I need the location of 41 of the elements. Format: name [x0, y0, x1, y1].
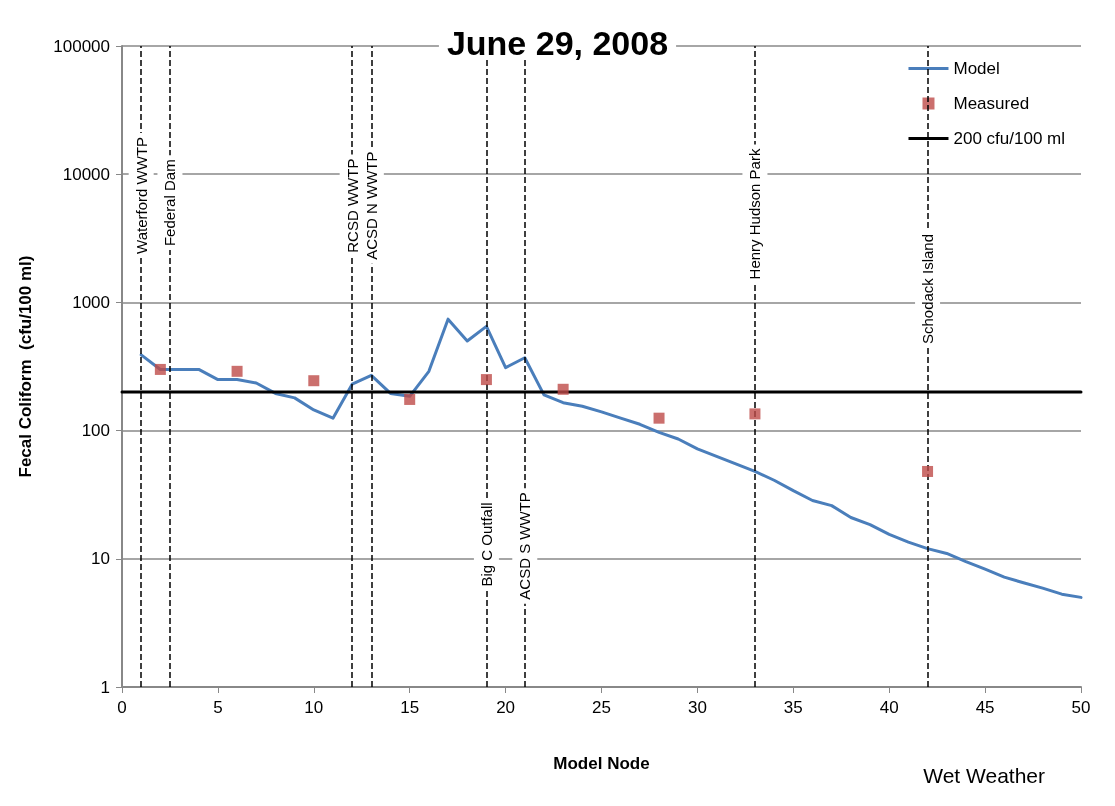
x-tick-label: 35: [783, 698, 803, 717]
x-tick-label: 15: [400, 698, 420, 717]
y-axis-title: Fecal Coliform (cfu/100 ml): [16, 255, 35, 478]
y-tick-label: 100000: [53, 36, 110, 56]
point: [749, 408, 761, 420]
legend-label: Measured: [953, 94, 1030, 113]
point: [922, 465, 934, 477]
x-tick-label: 0: [117, 698, 127, 717]
ref-line-label: RCSD WWTP: [343, 158, 361, 253]
legend-label: 200 cfu/100 ml: [953, 129, 1065, 148]
ref-line-label: Waterford WWTP: [132, 136, 150, 254]
ref-line-label: ACSD N WWTP: [362, 151, 380, 260]
chart-title: June 29, 2008: [446, 24, 669, 62]
point: [480, 374, 492, 386]
x-tick-label: 50: [1071, 698, 1091, 717]
x-tick-label: 45: [975, 698, 995, 717]
ref-line-label: Big C Outfall: [477, 502, 495, 587]
ref-line-label: Henry Hudson Park: [746, 148, 764, 280]
y-tick-label: 10: [91, 549, 110, 569]
text: Wet Weather: [923, 764, 1046, 787]
point: [231, 365, 243, 377]
legend-label: Model: [953, 59, 1000, 78]
y-tick-label: 1: [100, 677, 110, 697]
x-tick-label: 20: [496, 698, 516, 717]
x-tick-label: 5: [213, 698, 223, 717]
ref-line-label: Schodack Island: [919, 233, 937, 345]
point: [308, 375, 320, 387]
ref-line-label: ACSD S WWTP: [516, 492, 534, 600]
point: [557, 383, 569, 395]
point: [404, 393, 416, 405]
x-tick-label: 30: [687, 698, 707, 717]
x-tick-label: 25: [592, 698, 611, 717]
ref-line-label: Federal Dam: [161, 159, 179, 247]
y-tick-label: 1000: [72, 292, 110, 312]
y-tick-label: 10000: [62, 164, 110, 184]
x-axis-title: Model Node: [553, 754, 650, 773]
y-tick-label: 100: [81, 421, 110, 441]
x-tick-label: 10: [304, 698, 324, 717]
x-tick-label: 40: [879, 698, 899, 717]
point: [653, 412, 665, 424]
point: [154, 363, 166, 375]
